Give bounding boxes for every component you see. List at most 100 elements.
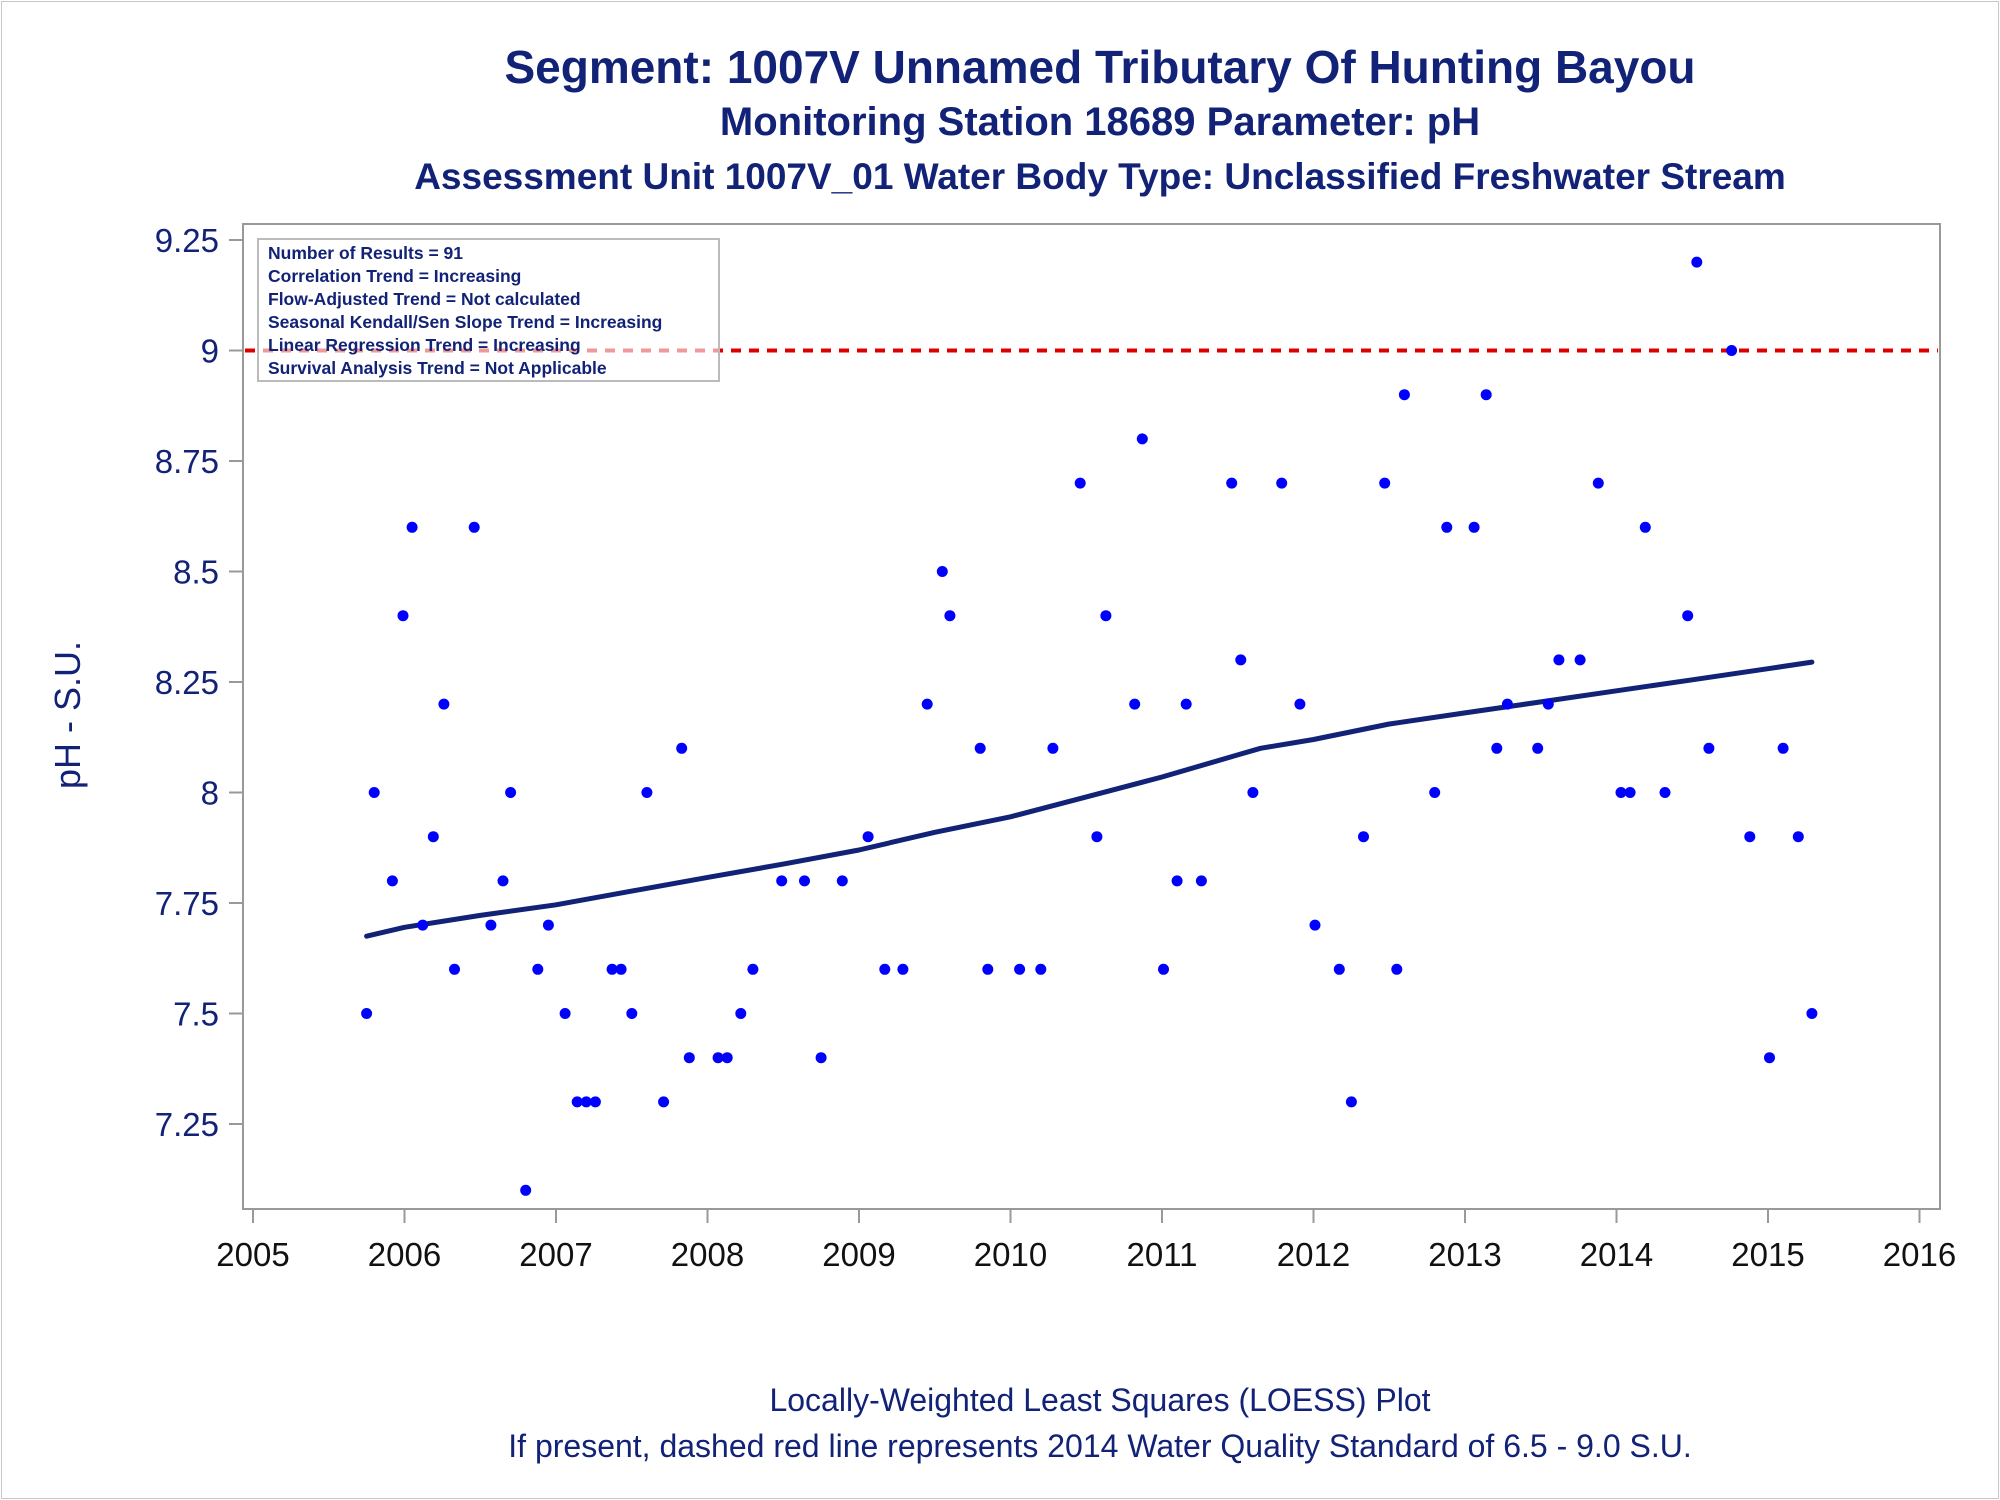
data-point (505, 787, 517, 798)
data-point (799, 875, 810, 887)
loess-line-group (364, 659, 1815, 939)
data-point (676, 742, 688, 754)
x-tick-label: 2015 (1731, 1236, 1804, 1273)
data-point (1501, 698, 1513, 710)
data-point (397, 610, 409, 622)
data-point (1358, 831, 1369, 843)
data-point (683, 1052, 695, 1064)
data-point (1247, 787, 1259, 798)
data-point (1398, 389, 1410, 401)
data-point (1195, 875, 1207, 887)
y-tick-label: 8.25 (155, 664, 219, 701)
data-point (571, 1096, 583, 1108)
data-point (776, 875, 788, 887)
data-point (1226, 477, 1238, 489)
data-point (386, 875, 398, 887)
data-point (1391, 963, 1403, 975)
x-tick-label: 2010 (974, 1236, 1047, 1273)
data-points (361, 256, 1818, 1196)
data-point (580, 1096, 592, 1108)
legend-line-correlation: Correlation Trend = Increasing (268, 266, 521, 286)
x-tick-label: 2009 (822, 1236, 895, 1273)
data-point (936, 566, 948, 577)
data-point (1235, 654, 1247, 666)
footnote-standard: If present, dashed red line represents 2… (508, 1428, 1692, 1464)
data-point (1532, 742, 1544, 754)
x-tick-label: 2005 (216, 1236, 289, 1273)
chart-title: Segment: 1007V Unnamed Tributary Of Hunt… (504, 41, 1696, 93)
data-point (542, 919, 554, 931)
legend-line-results: Number of Results = 91 (268, 243, 463, 263)
plot-area-frame (242, 223, 1941, 1210)
data-point (1744, 831, 1756, 843)
data-point (1659, 787, 1671, 798)
y-tick-label: 9.25 (155, 222, 219, 259)
legend-line-linear-regression: Linear Regression Trend = Increasing (268, 335, 581, 355)
data-point (1624, 787, 1636, 798)
data-point (712, 1052, 724, 1064)
data-point (982, 963, 994, 975)
data-point (497, 875, 509, 887)
data-point (1035, 963, 1047, 975)
data-point (747, 963, 759, 975)
data-point (1074, 477, 1086, 489)
data-point (1158, 963, 1169, 975)
data-point (721, 1052, 733, 1064)
data-point (1276, 477, 1288, 489)
data-point (1639, 521, 1651, 533)
y-tick-label: 7.25 (155, 1106, 219, 1143)
data-point (520, 1184, 532, 1196)
data-point (1333, 963, 1345, 975)
x-tick-label: 2007 (519, 1236, 592, 1273)
data-point (921, 698, 933, 710)
data-point (1136, 433, 1148, 445)
y-tick-label: 9 (201, 333, 219, 370)
data-point (1468, 521, 1480, 533)
x-tick-label: 2006 (368, 1236, 441, 1273)
data-point (449, 963, 460, 975)
data-point (658, 1096, 670, 1108)
data-point (626, 1008, 638, 1019)
data-point (944, 610, 956, 622)
x-tick-label: 2008 (671, 1236, 744, 1273)
data-point (1429, 787, 1441, 798)
data-point (485, 919, 497, 931)
data-point (879, 963, 891, 975)
data-point (589, 1096, 601, 1108)
data-point (897, 963, 909, 975)
data-point (1806, 1008, 1818, 1019)
data-point (1441, 521, 1453, 533)
legend-line-survival: Survival Analysis Trend = Not Applicable (268, 358, 607, 378)
data-point (1553, 654, 1565, 666)
data-point (641, 787, 653, 798)
data-point (1615, 787, 1627, 798)
data-point (815, 1052, 827, 1064)
data-point (1171, 875, 1183, 887)
x-tick-label: 2012 (1277, 1236, 1350, 1273)
data-point (438, 698, 450, 710)
x-axis: 2005 2006 2007 2008 2009 2010 2011 2012 2013 2014… (216, 1209, 1956, 1273)
data-point (615, 963, 627, 975)
data-point (368, 787, 380, 798)
footnote-loess: Locally-Weighted Least Squares (LOESS) P… (769, 1382, 1431, 1418)
y-tick-label: 7.75 (155, 885, 219, 922)
data-point (1379, 477, 1391, 489)
y-axis: 7.25 7.5 7.75 8 8.25 8.5 8.75 9 9.25 (155, 222, 243, 1143)
x-tick-label: 2014 (1580, 1236, 1653, 1273)
data-point (1480, 389, 1492, 401)
y-tick-label: 8 (201, 775, 219, 812)
data-point (361, 1008, 373, 1019)
data-point (1726, 345, 1738, 356)
data-point (1682, 610, 1694, 622)
legend-line-flow-adjusted: Flow-Adjusted Trend = Not calculated (268, 289, 581, 309)
data-point (1091, 831, 1103, 843)
data-point (468, 521, 480, 533)
y-axis-label: pH - S.U. (47, 641, 88, 789)
chart-subtitle-secondary: Assessment Unit 1007V_01 Water Body Type… (414, 156, 1786, 197)
data-point (836, 875, 848, 887)
data-point (974, 742, 986, 754)
legend-box (257, 238, 720, 382)
data-point (1792, 831, 1804, 843)
